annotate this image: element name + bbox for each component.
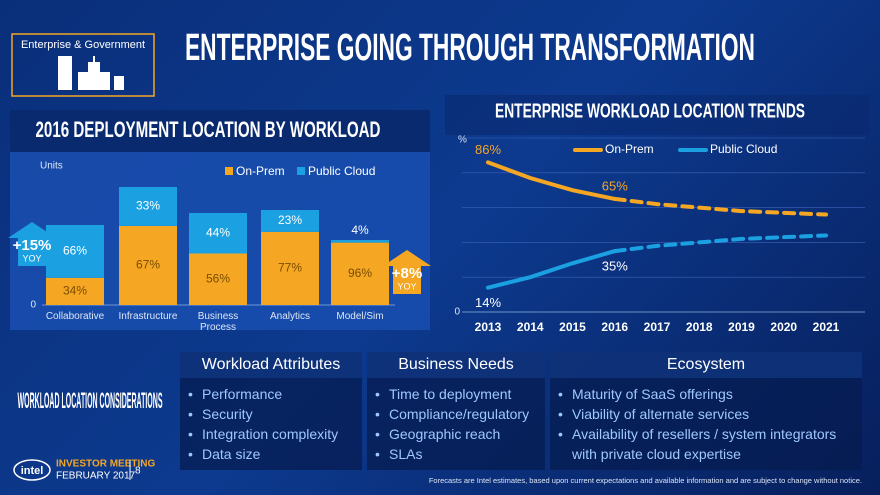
bullet-list: Maturity of SaaS offeringsViability of a… [550, 384, 862, 464]
annotation: +15% [13, 237, 52, 254]
legend-swatch [297, 167, 305, 175]
footnote: Forecasts are Intel estimates, based upo… [429, 476, 862, 485]
x-tick-label: 2017 [644, 320, 671, 334]
bullet-item: SLAs [375, 444, 537, 464]
event-date: FEBRUARY 2017 [56, 471, 136, 482]
bar-segment [331, 242, 389, 305]
consideration-column: Ecosystem Maturity of SaaS offeringsViabi… [550, 352, 862, 470]
value-label: 33% [136, 199, 160, 213]
value-label: 86% [475, 142, 501, 157]
bullet-item: Security [188, 404, 354, 424]
value-label: 65% [602, 178, 628, 193]
x-tick-label: Collaborative [45, 311, 105, 322]
x-tick-label: 2019 [728, 320, 755, 334]
bullet-list: Time to deploymentCompliance/regulatoryG… [367, 384, 545, 464]
bullet-item: Time to deployment [375, 384, 537, 404]
bar-segment [189, 213, 247, 254]
event: INVESTOR MEETING [56, 459, 155, 470]
value-label: 67% [136, 258, 160, 272]
bar-segment [189, 253, 247, 305]
column-title: Ecosystem [550, 352, 862, 378]
x-tick-label: Infrastructure [118, 311, 178, 322]
legend-swatch [225, 167, 233, 175]
x-tick-label: 2021 [813, 320, 840, 334]
value-label: 56% [206, 271, 230, 285]
slide-title: ENTERPRISE GOING THROUGH TRANSFORMATION [185, 27, 755, 69]
value-label: 14% [475, 295, 501, 310]
bullet-item: Performance [188, 384, 354, 404]
bullet-item: Maturity of SaaS offerings [558, 384, 854, 404]
bar-chart-title: 2016 DEPLOYMENT LOCATION BY WORKLOAD [36, 117, 381, 142]
bar-segment [46, 225, 104, 278]
line-series [486, 160, 617, 201]
x-tick-label: 2020 [770, 320, 797, 334]
bullet-item: Availability of resellers / system integ… [558, 424, 854, 464]
page-number: 8 [135, 466, 141, 477]
growth-arrow [8, 222, 56, 266]
x-tick-label: 2013 [475, 320, 502, 334]
x-tick-label: 2018 [686, 320, 713, 334]
bar-segment [261, 231, 319, 305]
x-tick-label: 2015 [559, 320, 586, 334]
bullet-item: Integration complexity [188, 424, 354, 444]
annotation-sub: YOY [22, 253, 41, 263]
growth-arrow [383, 250, 431, 294]
logo: intel [21, 465, 44, 477]
x-tick-label: Model/Sim [336, 311, 384, 322]
x-tick-label: 2016 [601, 320, 628, 334]
bar-segment [119, 187, 177, 226]
value-label: 4% [351, 223, 369, 237]
legend-label: Public Cloud [308, 164, 375, 178]
column-title: Workload Attributes [180, 352, 362, 378]
value-label: 77% [278, 261, 302, 275]
bullet-item: Compliance/regulatory [375, 404, 537, 424]
x-tick-label: Analytics [269, 311, 310, 322]
annotation-sub: YOY [397, 281, 416, 291]
line-title-band [445, 95, 870, 135]
badge-box [11, 33, 155, 97]
bar-segment [261, 210, 319, 232]
legend-label: On-Prem [605, 142, 654, 156]
bar-segment [119, 225, 177, 305]
bar-segment [331, 240, 389, 243]
value-label: 96% [348, 266, 372, 280]
considerations-heading: WORKLOAD LOCATION CONSIDERATIONS [18, 388, 163, 413]
line-series [486, 249, 617, 290]
bar-segment [46, 277, 104, 305]
line-series [612, 196, 828, 217]
legend-label: On-Prem [236, 164, 285, 178]
column-title: Business Needs [367, 352, 545, 378]
annotation: +8% [392, 265, 422, 282]
bar-title-band [10, 110, 430, 152]
bullet-item: Geographic reach [375, 424, 537, 444]
y-axis-label: Units [40, 161, 63, 172]
value-label: 34% [63, 284, 87, 298]
logo-ring [13, 459, 51, 481]
y-tick-label: 0 [30, 300, 36, 311]
building-icon [58, 56, 124, 90]
x-tick-label: 2014 [517, 320, 544, 334]
y-axis-label: % [458, 135, 467, 146]
value-label: 44% [206, 225, 230, 239]
x-tick-label: Business Process [197, 311, 239, 333]
y-tick-label: 0 [454, 307, 460, 318]
value-label: 35% [602, 259, 628, 274]
legend-label: Public Cloud [710, 142, 777, 156]
bullet-item: Data size [188, 444, 354, 464]
line-chart-title: ENTERPRISE WORKLOAD LOCATION TRENDS [495, 100, 805, 122]
bullet-item: Viability of alternate services [558, 404, 854, 424]
line-series [612, 233, 828, 254]
badge-text: Enterprise & Government [21, 39, 145, 51]
consideration-column: Business Needs Time to deploymentComplian… [367, 352, 545, 470]
bullet-list: PerformanceSecurityIntegration complexit… [180, 384, 362, 464]
value-label: 66% [63, 244, 87, 258]
consideration-column: Workload Attributes PerformanceSecurityIn… [180, 352, 362, 470]
value-label: 23% [278, 213, 302, 227]
